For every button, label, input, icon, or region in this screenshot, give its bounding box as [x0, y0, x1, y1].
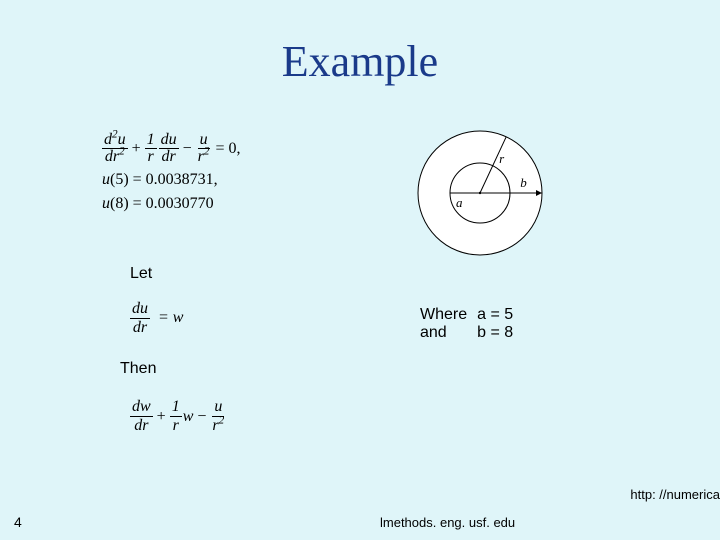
b-label: b [520, 175, 527, 190]
bc-2: u (8) = 0.0030770 [102, 195, 245, 213]
ode-equation: d2udr2 + 1r dudr − ur2 = 0, [102, 132, 245, 165]
derived-equation: dwdr + 1r w − ur2 [130, 398, 226, 435]
substitution-equation: dudr = w [130, 300, 183, 337]
let-label: Let [130, 265, 152, 283]
page-number: 4 [14, 514, 22, 530]
a-equals: a = 5 [477, 306, 523, 324]
slide: Example d2udr2 + 1r dudr − ur2 = 0, u (5… [0, 0, 720, 540]
and-label: and [420, 324, 477, 342]
main-equation-block: d2udr2 + 1r dudr − ur2 = 0, u (5) = 0.00… [102, 132, 245, 218]
a-label: a [456, 195, 463, 210]
slide-title: Example [0, 36, 720, 87]
then-label: Then [120, 360, 156, 378]
center-dot [479, 192, 481, 194]
b-equals: b = 8 [477, 324, 523, 342]
annulus-diagram: rab [380, 128, 580, 258]
where-block: Where a = 5 and b = 8 [420, 306, 523, 342]
footer-url-right: http: //numerica [630, 487, 720, 502]
footer-url-left: lmethods. eng. usf. edu [380, 515, 515, 530]
where-label: Where [420, 306, 477, 324]
bc-1: u (5) = 0.0038731, [102, 171, 245, 189]
